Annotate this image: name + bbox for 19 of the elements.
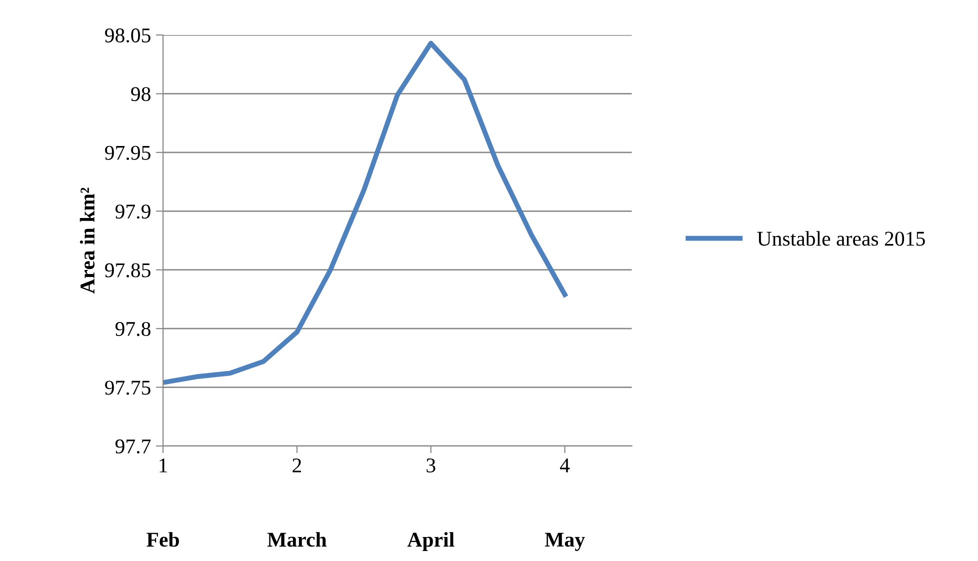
x-tick-label: 3 — [426, 458, 436, 472]
y-tick-label: 97.85 — [105, 263, 150, 278]
y-tick-label: 97.75 — [105, 380, 150, 395]
text: May — [544, 532, 585, 551]
text: Feb — [146, 532, 179, 547]
y-tick-label: 98 — [131, 87, 150, 102]
y-tick-label: 98.05 — [105, 28, 150, 43]
text: April — [407, 532, 454, 551]
text: March — [267, 532, 327, 547]
y-tick-label: 97.9 — [115, 204, 150, 219]
y-axis-title: Area in km² — [80, 188, 95, 294]
x-tick-label: 1 — [160, 458, 167, 472]
y-tick-label: 97.8 — [115, 322, 150, 336]
x-tick-label: 4 — [560, 458, 570, 472]
line-series — [163, 40, 568, 386]
legend-label: Unstable areas 2015 — [757, 231, 925, 246]
y-tick-label: 97.95 — [105, 146, 150, 160]
x-tick-label: 2 — [292, 458, 302, 472]
y-tick-label: 97.7 — [115, 439, 151, 454]
